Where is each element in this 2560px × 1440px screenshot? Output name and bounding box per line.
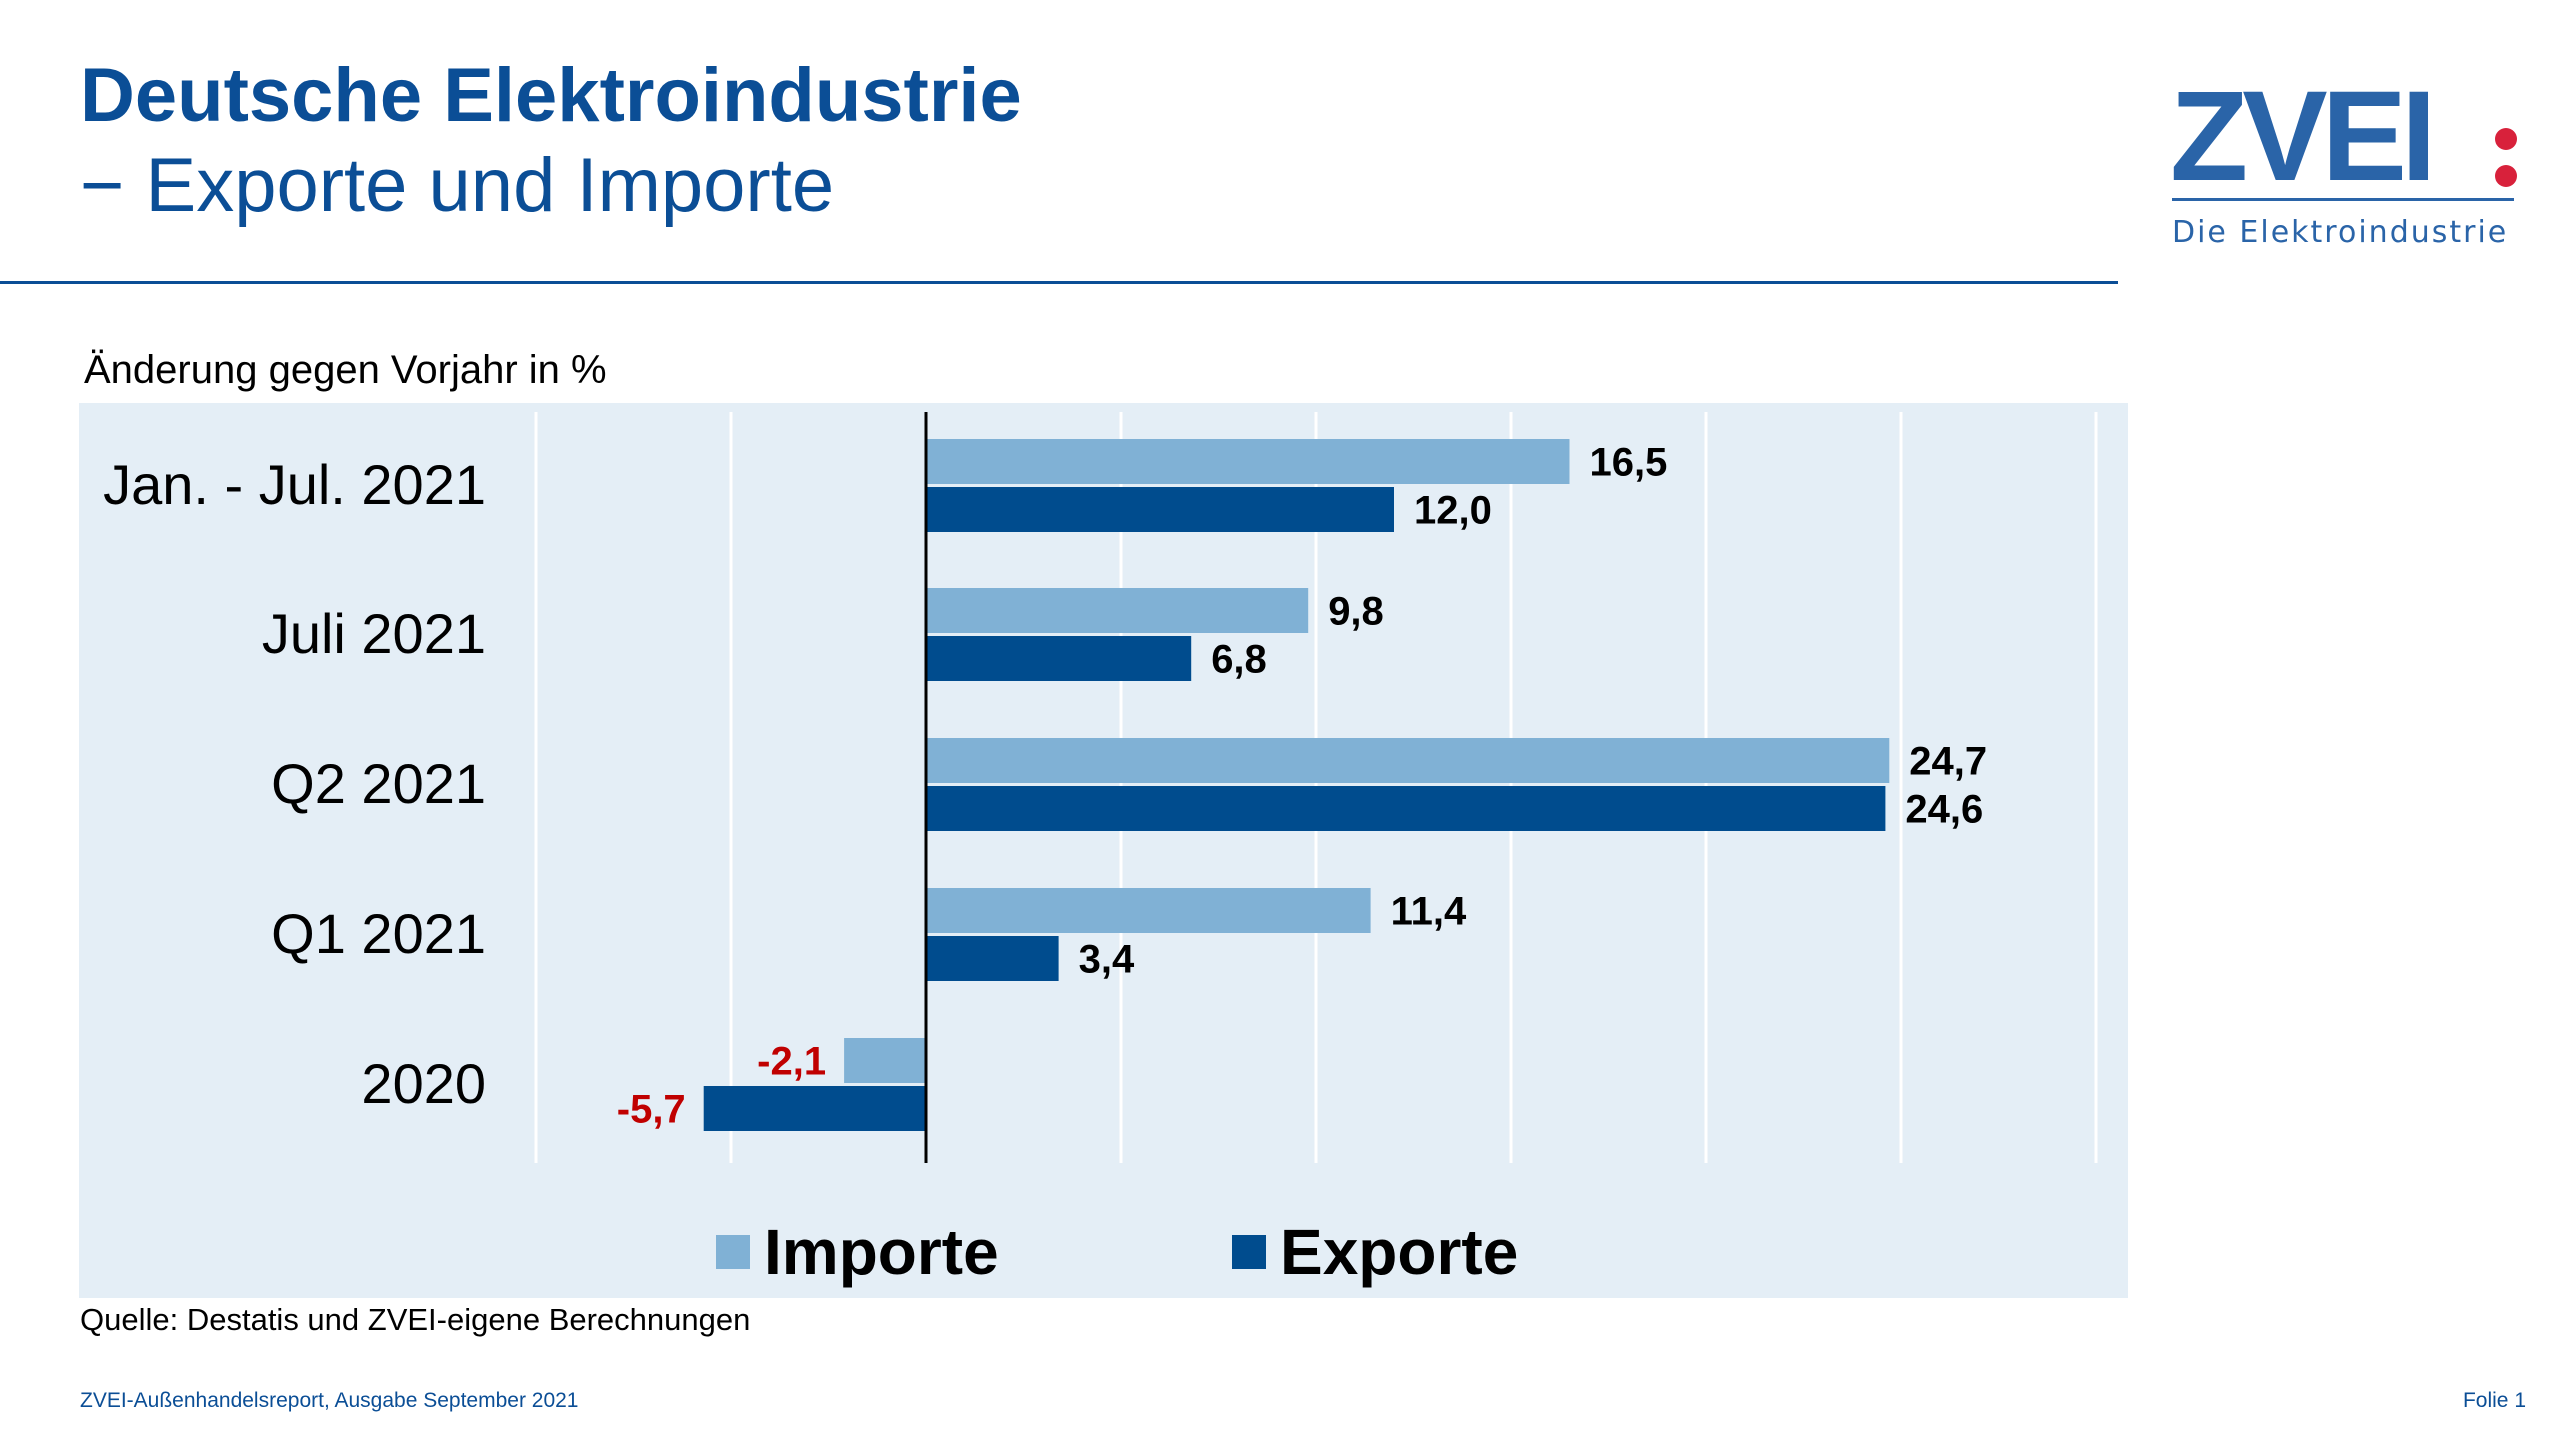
- bar-exporte: [926, 786, 1886, 831]
- bar-importe: [926, 439, 1570, 484]
- bar-exporte: [926, 487, 1394, 532]
- data-label: -2,1: [757, 1040, 826, 1084]
- data-label: 12,0: [1414, 489, 1492, 533]
- data-label: 11,4: [1391, 890, 1467, 934]
- axis-unit-label: Änderung gegen Vorjahr in %: [84, 348, 607, 392]
- page-title: Deutsche Elektroindustrie: [80, 53, 1022, 138]
- bar-importe: [926, 738, 1890, 783]
- legend-swatch-exporte: [1232, 1235, 1266, 1269]
- category-label: Q1 2021: [271, 902, 486, 965]
- plot-area: [79, 403, 2128, 1298]
- page-subtitle: − Exporte und Importe: [80, 143, 835, 228]
- legend-swatch-importe: [716, 1235, 750, 1269]
- footer-report: ZVEI-Außenhandelsreport, Ausgabe Septemb…: [80, 1389, 579, 1412]
- data-label: 6,8: [1211, 638, 1267, 682]
- data-label: 24,7: [1909, 740, 1987, 784]
- bar-exporte: [926, 636, 1192, 681]
- legend-item-importe: Importe: [716, 1215, 999, 1289]
- category-label: Jan. - Jul. 2021: [103, 453, 486, 516]
- legend-label-exporte: Exporte: [1280, 1216, 1519, 1288]
- data-label: -5,7: [617, 1088, 686, 1132]
- svg-text:ZVEI: ZVEI: [2170, 80, 2431, 208]
- svg-text:Die Elektroindustrie: Die Elektroindustrie: [2172, 215, 2508, 250]
- legend-label-importe: Importe: [764, 1216, 999, 1288]
- data-label: 24,6: [1905, 788, 1983, 832]
- bar-exporte: [703, 1086, 926, 1131]
- category-label: Juli 2021: [262, 602, 486, 665]
- bar-importe: [926, 888, 1371, 933]
- category-label: Q2 2021: [271, 752, 486, 815]
- legend-item-exporte: Exporte: [1232, 1215, 1518, 1289]
- data-label: 3,4: [1079, 938, 1135, 982]
- bar-importe: [844, 1038, 926, 1083]
- category-label: 2020: [361, 1052, 486, 1115]
- slide-number: Folie 1: [2462, 1389, 2526, 1412]
- zvei-logo: ZVEI Die Elektroindustrie: [2170, 80, 2517, 250]
- source-note: Quelle: Destatis und ZVEI-eigene Berechn…: [80, 1302, 751, 1337]
- bar-importe: [926, 588, 1309, 633]
- data-label: 16,5: [1590, 441, 1668, 485]
- header-divider: [0, 281, 2118, 284]
- data-label: 9,8: [1328, 590, 1384, 634]
- bar-exporte: [926, 936, 1059, 981]
